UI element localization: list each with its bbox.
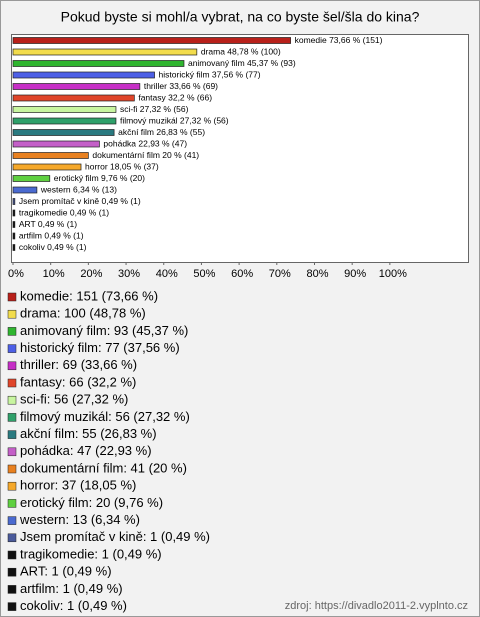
value-label: komedie 73,66 % (151) <box>295 35 383 45</box>
legend-label: western: 13 (6,34 %) <box>19 512 140 527</box>
bar <box>12 106 117 113</box>
value-label: akční film 26,83 % (55) <box>118 127 205 137</box>
legend-swatch <box>7 567 17 577</box>
x-tick-label: 50% <box>193 268 215 280</box>
value-label: drama 48,78 % (100) <box>201 46 281 56</box>
bar <box>12 117 117 125</box>
legend-swatch <box>7 395 17 405</box>
legend-swatch <box>7 516 17 525</box>
x-tick-label: 100% <box>379 268 407 280</box>
legend-label: cokoliv: 1 (0,49 %) <box>20 598 127 613</box>
value-label: tragikomedie 0,49 % (1) <box>19 207 109 217</box>
x-tick-label: 40% <box>156 268 178 280</box>
legend-swatch <box>7 413 17 422</box>
x-tick-label: 80% <box>306 268 328 280</box>
value-label: western 6,34 % (13) <box>40 184 117 194</box>
bar <box>12 186 38 194</box>
value-label: artfilm 0,49 % (1) <box>19 230 84 240</box>
legend-label: filmový muzikál: 56 (27,32 %) <box>20 409 190 424</box>
value-label: animovaný film 45,37 % (93) <box>188 58 296 68</box>
legend-swatch <box>7 447 17 457</box>
bar <box>12 129 115 136</box>
value-label: erotický film 9,76 % (20) <box>54 173 145 183</box>
legend-label: thriller: 69 (33,66 %) <box>20 357 137 372</box>
x-tick-label: 60% <box>231 268 253 280</box>
bar <box>12 175 51 182</box>
legend-swatch <box>7 309 17 319</box>
legend-swatch <box>7 327 17 336</box>
legend-swatch <box>7 481 17 491</box>
legend-swatch <box>7 378 17 388</box>
value-label: cokoliv 0,49 % (1) <box>19 242 87 252</box>
legend-label: dokumentární film: 41 (20 %) <box>20 460 187 475</box>
x-tick-label: 20% <box>80 268 102 280</box>
legend-label: drama: 100 (48,78 %) <box>20 306 146 321</box>
source: zdroj: https://divadlo2011-2.vyplnto.cz <box>285 600 468 612</box>
value-label: sci-fi 27,32 % (56) <box>120 104 189 114</box>
x-tick-label: 10% <box>43 268 65 280</box>
bar <box>12 244 16 251</box>
bar <box>12 152 89 159</box>
chart-title: Pokud byste si mohl/a vybrat, na co byst… <box>61 9 420 25</box>
value-label: thriller 33,66 % (69) <box>144 81 218 91</box>
bar <box>12 83 141 90</box>
legend-label: ART: 1 (0,49 %) <box>20 564 112 579</box>
legend-swatch <box>7 361 17 371</box>
value-label: Jsem promítač v kině 0,49 % (1) <box>19 196 141 206</box>
x-tick-label: 70% <box>269 268 291 280</box>
legend-label: fantasy: 66 (32,2 %) <box>20 374 136 389</box>
legend-swatch <box>7 585 17 594</box>
legend-label: historický film: 77 (37,56 %) <box>20 340 180 355</box>
legend-label: akční film: 55 (26,83 %) <box>20 426 157 441</box>
legend-label: animovaný film: 93 (45,37 %) <box>20 323 188 338</box>
value-label: horror 18,05 % (37) <box>85 161 159 171</box>
bar <box>12 198 16 205</box>
legend-label: tragikomedie: 1 (0,49 %) <box>20 546 162 561</box>
legend-swatch <box>7 292 17 302</box>
value-label: dokumentární film 20 % (41) <box>92 150 199 160</box>
bar <box>12 209 16 217</box>
legend-swatch <box>7 464 17 474</box>
x-tick-label: 90% <box>344 268 366 280</box>
bar <box>12 163 82 171</box>
legend-label: sci-fi: 56 (27,32 %) <box>20 392 128 407</box>
value-label: pohádka 22,93 % (47) <box>103 138 187 148</box>
legend-label: horror: 37 (18,05 %) <box>20 478 136 493</box>
value-label: ART 0,49 % (1) <box>19 219 77 229</box>
legend-swatch <box>7 430 17 439</box>
legend-swatch <box>7 344 17 353</box>
bar <box>12 37 291 44</box>
bar <box>12 94 135 102</box>
legend-label: pohádka: 47 (22,93 %) <box>20 443 152 458</box>
x-tick-label: 0% <box>8 268 24 280</box>
legend-swatch <box>7 499 17 508</box>
legend-label: komedie: 151 (73,66 %) <box>20 288 158 303</box>
legend-swatch <box>7 550 17 560</box>
legend-label: erotický film: 20 (9,76 %) <box>20 495 163 510</box>
bar <box>12 232 16 240</box>
value-label: fantasy 32,2 % (66) <box>138 92 212 102</box>
bar <box>12 48 198 56</box>
legend-swatch <box>7 533 17 543</box>
bar <box>12 71 155 79</box>
x-tick-label: 30% <box>118 268 140 280</box>
value-label: filmový muzikál 27,32 % (56) <box>120 115 229 125</box>
bar <box>12 221 16 228</box>
bar <box>12 60 185 67</box>
legend-swatch <box>7 602 17 611</box>
value-label: historický film 37,56 % (77) <box>159 69 261 79</box>
legend-label: Jsem promítač v kině: 1 (0,49 %) <box>20 529 210 544</box>
legend-label: artfilm: 1 (0,49 %) <box>20 581 123 596</box>
bar <box>12 140 100 148</box>
